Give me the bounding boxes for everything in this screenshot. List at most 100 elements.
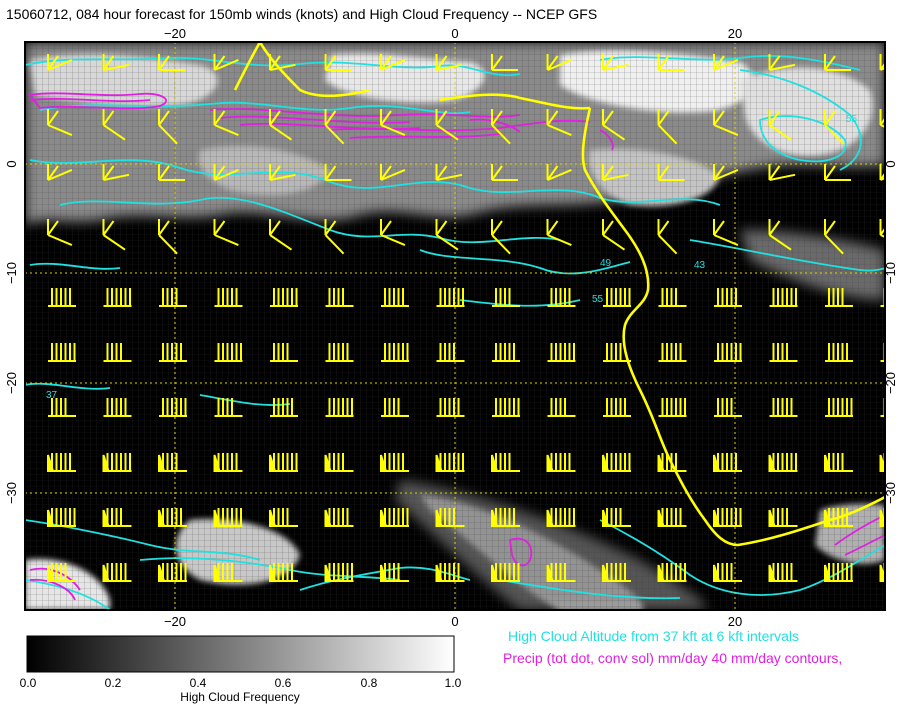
wind-barb-stroke bbox=[213, 54, 239, 71]
wind-barb-stroke bbox=[48, 398, 76, 417]
wind-barb bbox=[825, 343, 853, 362]
wind-barb-stroke bbox=[381, 453, 409, 472]
wind-barb bbox=[713, 508, 742, 527]
wind-barb bbox=[602, 453, 631, 472]
wind-barb bbox=[380, 508, 409, 527]
wind-barb-stroke bbox=[435, 109, 459, 141]
wind-barb-stroke bbox=[768, 109, 792, 141]
wind-barb-stroke bbox=[768, 219, 792, 251]
wind-barb-stroke bbox=[713, 164, 739, 181]
wind-barb-stroke bbox=[214, 343, 243, 362]
wind-barb-stroke bbox=[825, 508, 853, 527]
wind-barb-stroke bbox=[213, 109, 239, 137]
contour-label: 55 bbox=[846, 114, 858, 125]
wind-barb bbox=[47, 109, 73, 137]
y-axis-right: 0 −10 −20 −30 bbox=[883, 160, 898, 504]
wind-barb-stroke bbox=[269, 164, 296, 181]
wind-barb-stroke bbox=[658, 398, 687, 417]
wind-barb bbox=[546, 164, 572, 181]
wind-barb-stroke bbox=[436, 453, 465, 472]
wind-barb-stroke bbox=[325, 453, 354, 472]
wind-barb bbox=[213, 54, 239, 71]
wind-barb bbox=[768, 453, 798, 472]
wind-barb-stroke bbox=[825, 288, 853, 307]
wind-barb-stroke bbox=[492, 453, 520, 472]
wind-barb-stroke bbox=[603, 398, 631, 417]
wind-barb-stroke bbox=[713, 109, 739, 137]
wind-barb-stroke bbox=[270, 288, 298, 307]
wind-barb-stroke bbox=[436, 563, 465, 582]
wind-barb bbox=[48, 288, 76, 307]
wind-barb-stroke bbox=[825, 343, 853, 362]
wind-barb bbox=[158, 54, 185, 71]
wind-barb-stroke bbox=[103, 563, 132, 582]
wind-barb bbox=[713, 453, 742, 472]
x-tick-label: 20 bbox=[728, 26, 742, 41]
wind-barb-stroke bbox=[714, 563, 742, 582]
wind-barb bbox=[657, 164, 685, 181]
wind-barb bbox=[825, 288, 853, 307]
wind-barb bbox=[436, 343, 465, 362]
wind-barb bbox=[158, 508, 187, 527]
wind-barb-stroke bbox=[769, 453, 798, 472]
x-tick-label: −20 bbox=[164, 26, 186, 41]
wind-barb bbox=[492, 343, 520, 362]
wind-barb bbox=[768, 563, 798, 582]
wind-barb bbox=[158, 563, 187, 582]
wind-barb-stroke bbox=[325, 288, 354, 307]
wind-barb-stroke bbox=[768, 54, 796, 71]
wind-barb bbox=[602, 219, 626, 251]
wind-barb-stroke bbox=[325, 343, 354, 362]
legend-cloud-altitude: High Cloud Altitude from 37 kft at 6 kft… bbox=[508, 628, 800, 644]
wind-barb bbox=[102, 219, 126, 251]
wind-barb bbox=[324, 219, 345, 255]
wind-barb bbox=[491, 164, 518, 181]
wind-barb-stroke bbox=[270, 343, 298, 362]
wind-barb-stroke bbox=[102, 54, 130, 71]
wind-barb bbox=[47, 54, 73, 71]
wind-barb-stroke bbox=[270, 453, 298, 472]
wind-barb-stroke bbox=[546, 54, 572, 71]
x-axis-bottom: −20 0 20 bbox=[164, 614, 742, 629]
wind-barb bbox=[214, 398, 243, 417]
wind-barb-stroke bbox=[324, 109, 345, 145]
wind-barb-stroke bbox=[658, 343, 687, 362]
wind-barb bbox=[158, 219, 178, 255]
wind-barb bbox=[547, 343, 576, 362]
wind-barb-stroke bbox=[324, 164, 352, 181]
wind-barb-stroke bbox=[547, 343, 576, 362]
wind-barb-stroke bbox=[658, 563, 687, 582]
wind-barb bbox=[713, 54, 739, 71]
wind-barb-stroke bbox=[159, 453, 187, 472]
wind-barb-stroke bbox=[547, 563, 576, 582]
wind-barb bbox=[47, 164, 73, 181]
wind-barb bbox=[270, 343, 298, 362]
wind-barb bbox=[714, 343, 742, 362]
wind-barb-stroke bbox=[546, 219, 572, 247]
wind-barb bbox=[546, 508, 576, 527]
wind-barb-stroke bbox=[603, 508, 631, 527]
wind-barb bbox=[658, 398, 687, 417]
wind-barb-stroke bbox=[381, 508, 409, 527]
wind-barb bbox=[325, 343, 354, 362]
x-tick-label: 20 bbox=[728, 614, 742, 629]
wind-barb bbox=[603, 343, 631, 362]
wind-barb bbox=[602, 563, 631, 582]
wind-barb bbox=[324, 164, 352, 181]
x-tick-label: 0 bbox=[451, 614, 458, 629]
wind-barb bbox=[769, 398, 798, 417]
wind-barb bbox=[103, 288, 132, 307]
wind-barb bbox=[48, 343, 76, 362]
wind-barb bbox=[381, 288, 409, 307]
wind-barb bbox=[435, 508, 465, 527]
wind-barb bbox=[102, 453, 132, 472]
wind-barb bbox=[824, 164, 851, 181]
wind-barb-stroke bbox=[713, 54, 739, 71]
wind-barb-stroke bbox=[380, 54, 406, 71]
wind-barb-stroke bbox=[436, 508, 465, 527]
wind-barb-stroke bbox=[714, 398, 742, 417]
wind-barb bbox=[48, 398, 76, 417]
wind-barb-stroke bbox=[658, 288, 687, 307]
wind-barb bbox=[768, 219, 792, 251]
wind-barb bbox=[491, 453, 520, 472]
